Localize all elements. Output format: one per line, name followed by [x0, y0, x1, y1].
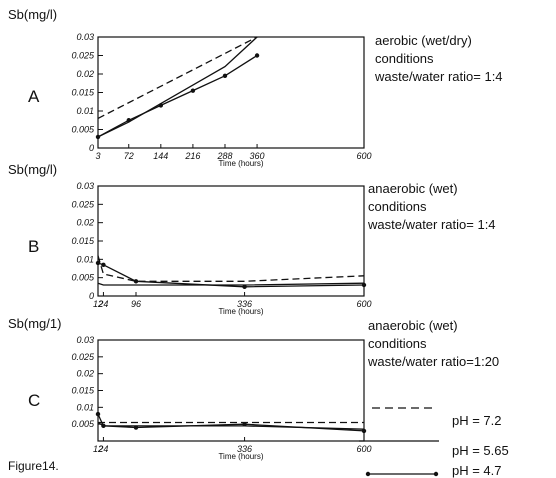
panel-letter: B: [28, 237, 39, 256]
x-tick-label: 96: [131, 299, 141, 309]
x-tick-label: 12: [93, 299, 103, 309]
legend-marker: [365, 471, 371, 477]
y-tick-label: 0.025: [71, 352, 95, 362]
data-point: [222, 73, 228, 79]
x-tick-label: 600: [356, 444, 371, 454]
data-point: [242, 284, 247, 290]
y-tick-label: 0.02: [76, 218, 94, 228]
y-tick-label: 0.02: [76, 69, 94, 79]
data-point: [361, 282, 367, 288]
x-tick-label: 3: [95, 151, 100, 161]
data-point: [133, 279, 139, 284]
panel-a: 0 0.005 0.01 0.015 0.02 0.025 0.03 3 72 144 216 288…: [8, 7, 503, 168]
y-tick-label: 0.015: [71, 386, 95, 396]
condition-note: waste/water ratio= 1:4: [374, 69, 503, 84]
condition-note: anaerobic (wet): [368, 181, 458, 196]
y-tick-label: 0.005: [71, 125, 95, 135]
y-tick-label: 0.005: [71, 273, 95, 283]
y-tick-label: 0.005: [71, 419, 95, 429]
legend-label-ph-5-65: pH = 5.65: [452, 443, 509, 458]
data-point: [242, 421, 247, 427]
y-tick-label: 0: [89, 143, 94, 153]
x-tick-label: 24: [97, 444, 108, 454]
data-point: [101, 423, 106, 429]
data-point: [95, 411, 101, 417]
plot-frame: [97, 185, 365, 297]
y-tick-label: 0.03: [76, 181, 94, 191]
series-line-dashed: [97, 36, 258, 119]
data-point: [254, 53, 260, 58]
condition-note: conditions: [375, 51, 434, 66]
x-tick-label: 336: [237, 444, 252, 454]
panel-letter: C: [28, 391, 40, 410]
y-tick-label: 0.03: [76, 32, 94, 42]
figure-caption: Figure14.: [8, 459, 59, 473]
series-line-solid: [97, 36, 258, 138]
x-tick-label: 216: [184, 151, 200, 161]
x-tick-label: 24: [97, 299, 108, 309]
data-point: [361, 428, 367, 434]
x-tick-label: 12: [93, 444, 103, 454]
x-tick-label: 72: [124, 151, 134, 161]
data-point: [133, 425, 139, 430]
y-tick-label: 0.015: [71, 88, 95, 98]
series-line-dashed: [97, 255, 365, 282]
x-tick-label: 144: [153, 151, 168, 161]
panel-letter: A: [28, 87, 40, 106]
data-point: [158, 103, 164, 108]
y-tick-label: 0.01: [76, 254, 94, 264]
legend-marker: [433, 471, 439, 477]
x-tick-label: 360: [250, 151, 265, 161]
condition-note: waste/water ratio= 1:4: [367, 217, 496, 232]
data-point: [190, 88, 196, 93]
x-axis-title: Time (hours): [218, 159, 263, 168]
condition-note: conditions: [368, 336, 427, 351]
x-axis-title: Time (hours): [218, 307, 263, 316]
y-axis-title: Sb(mg/l): [8, 162, 57, 177]
x-tick-label: 336: [237, 299, 252, 309]
y-tick-label: 0.015: [71, 236, 95, 246]
y-tick-label: 0.025: [71, 199, 95, 209]
legend-label-ph-7-2: pH = 7.2: [452, 413, 502, 428]
x-tick-label: 600: [356, 299, 371, 309]
y-tick-label: 0.03: [76, 335, 94, 345]
legend-label-ph-4-7: pH = 4.7: [452, 463, 502, 478]
series-line-dots: [97, 54, 258, 138]
y-tick-label: 0.025: [71, 51, 95, 61]
condition-note: anaerobic (wet): [368, 318, 458, 333]
y-tick-label: 0.01: [76, 402, 94, 412]
data-point: [95, 134, 101, 140]
plot-frame: [97, 36, 365, 149]
x-axis-title: Time (hours): [218, 452, 263, 461]
data-point: [101, 262, 106, 268]
y-axis-title: Sb(mg/1): [8, 316, 61, 331]
condition-note: conditions: [368, 199, 427, 214]
y-tick-label: 0: [89, 291, 94, 301]
data-point: [95, 260, 101, 266]
series-line-solid: [97, 282, 365, 286]
condition-note: aerobic (wet/dry): [375, 33, 472, 48]
y-axis-title: Sb(mg/l): [8, 7, 57, 22]
x-tick-label: 600: [356, 151, 371, 161]
data-point: [126, 118, 131, 123]
y-tick-label: 0.01: [76, 106, 94, 116]
legend: pH = 7.2 pH = 5.65 pH = 4.7: [359, 407, 509, 478]
condition-note: waste/water ratio=1:20: [367, 354, 499, 369]
x-tick-label: 288: [216, 151, 232, 161]
y-tick-label: 0.02: [76, 369, 94, 379]
